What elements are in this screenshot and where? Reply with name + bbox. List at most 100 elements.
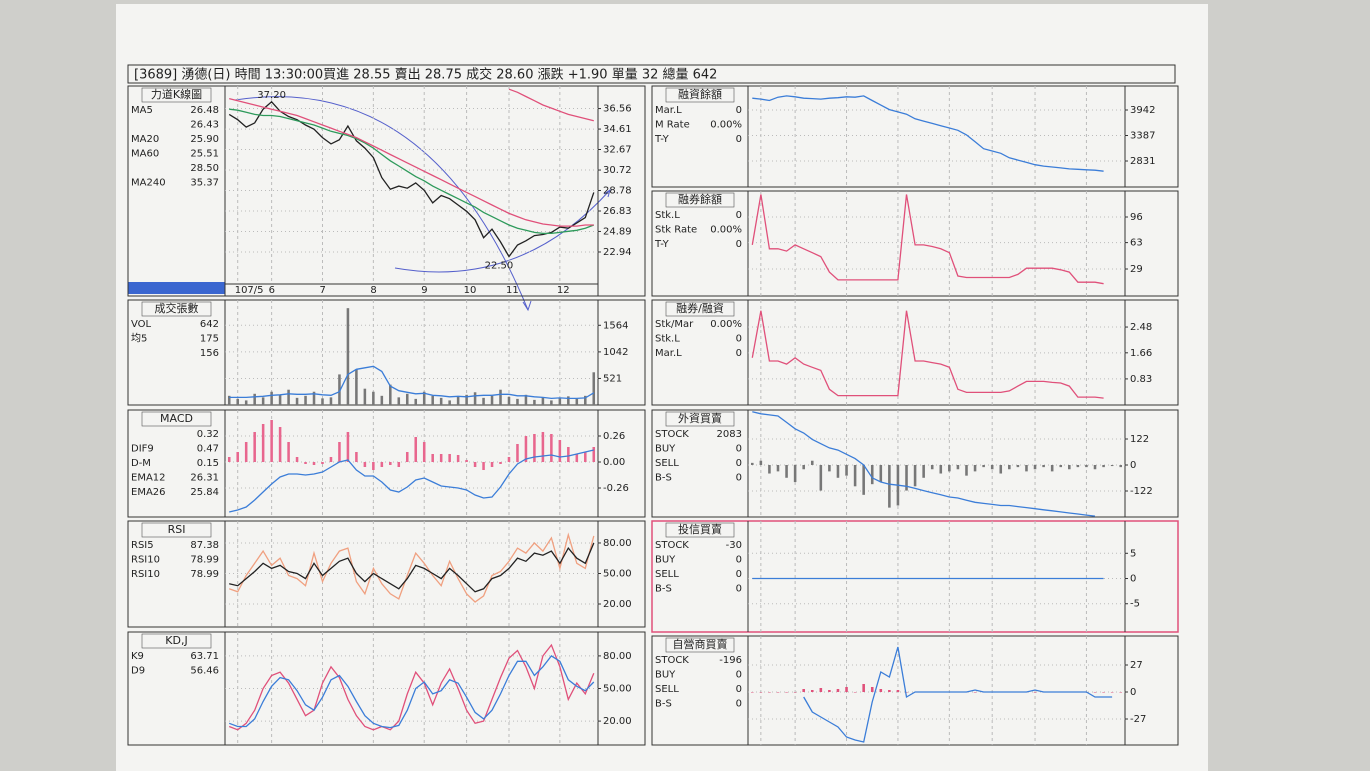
panel-frame [651, 299, 1179, 406]
bar [236, 452, 239, 462]
bar [507, 396, 511, 405]
x-tick-label: 9 [421, 285, 427, 296]
bar [888, 690, 891, 692]
y-tick-label: -27 [1130, 714, 1146, 725]
x-tick-label: 11 [506, 285, 519, 296]
bar [558, 398, 562, 405]
panel-frame [127, 631, 646, 746]
annotation: 37.20 [257, 90, 286, 101]
bar [785, 692, 788, 693]
legend-value: 0.00% [710, 319, 742, 330]
series-line [229, 97, 594, 227]
title-box [141, 633, 212, 649]
legend-value: 78.99 [190, 555, 219, 566]
bar [312, 391, 316, 405]
x-tick-label: 7 [319, 285, 325, 296]
panel-frame [651, 635, 1179, 746]
bar [431, 454, 434, 462]
bar [930, 464, 934, 470]
bar [836, 464, 840, 478]
y-tick-label: -0.26 [603, 483, 629, 494]
title-box [141, 411, 212, 427]
y-tick-label: -122 [1130, 486, 1153, 497]
bar [516, 398, 519, 405]
legend-value: 0 [736, 458, 742, 469]
legend-label: Mar.L [655, 348, 682, 359]
x-tick-label: 6 [269, 285, 275, 296]
bar [473, 462, 477, 467]
panel-title: MACD [160, 412, 193, 425]
bar [567, 396, 570, 405]
header: [3689] 湧德(日) 時間 13:30:00買進 28.55 賣出 28.7… [134, 67, 717, 83]
panel-frame [651, 409, 1179, 518]
bar [304, 395, 307, 405]
y-tick-label: -5 [1130, 599, 1140, 610]
bar [422, 391, 426, 405]
bar [456, 396, 460, 405]
y-tick-label: 34.61 [603, 124, 632, 135]
legend-value: 0 [736, 105, 742, 116]
bar [490, 395, 494, 405]
y-tick-label: 122 [1130, 434, 1149, 445]
legend-label: T-Y [654, 239, 670, 250]
bar [329, 397, 333, 405]
bar [750, 692, 754, 693]
legend-value: 28.50 [190, 163, 219, 174]
bar [905, 692, 908, 693]
bar [372, 391, 375, 405]
bar [567, 447, 570, 462]
bar [1110, 692, 1114, 693]
bar [956, 464, 960, 470]
bar [870, 687, 874, 692]
bar [965, 464, 968, 476]
legend-value: 26.43 [190, 120, 219, 131]
panel-frame [127, 299, 646, 406]
legend-label: Stk Rate [655, 225, 697, 236]
bar [253, 393, 256, 405]
y-tick-label: 3942 [1130, 105, 1155, 116]
y-tick-label: 96 [1130, 212, 1143, 223]
bar [1033, 464, 1037, 470]
y-tick-label: 0.26 [603, 431, 625, 442]
title-box [665, 411, 735, 427]
legend-label: B-S [655, 473, 672, 484]
panel-title: 融資餘額 [678, 87, 722, 101]
legend-label: RSI5 [131, 540, 154, 551]
bar [776, 464, 780, 472]
series-line [228, 643, 595, 731]
bar [355, 369, 358, 405]
bar [550, 434, 553, 462]
bar [870, 464, 874, 485]
title-box [141, 301, 212, 317]
legend-value: 0 [736, 473, 742, 484]
bar [465, 394, 468, 405]
legend-value: 0 [736, 334, 742, 345]
legend-label: RSI10 [131, 555, 160, 566]
legend-value: 0 [736, 239, 742, 250]
bar [346, 432, 350, 462]
legend-label: Stk.L [655, 210, 680, 221]
bar [439, 454, 443, 462]
legend-value: 35.37 [190, 178, 219, 189]
bar [982, 464, 985, 468]
bar [879, 464, 883, 483]
bar [533, 434, 536, 462]
bar [473, 392, 477, 405]
bar [584, 395, 587, 405]
bar [828, 690, 831, 692]
panel-title: RSI [168, 523, 186, 536]
title-box [141, 522, 212, 538]
bar [456, 455, 460, 462]
panel-title: 成交張數 [155, 301, 199, 315]
legend-label: B-S [655, 584, 672, 595]
legend-label: Stk/Mar [655, 319, 694, 330]
bar [1110, 464, 1114, 467]
legend-value: 78.99 [190, 569, 219, 580]
y-tick-label: 1042 [603, 347, 628, 358]
y-tick-label: 30.72 [603, 165, 632, 176]
bar [278, 427, 282, 462]
series-line [229, 108, 595, 235]
bar [541, 397, 545, 405]
bar [750, 462, 754, 465]
